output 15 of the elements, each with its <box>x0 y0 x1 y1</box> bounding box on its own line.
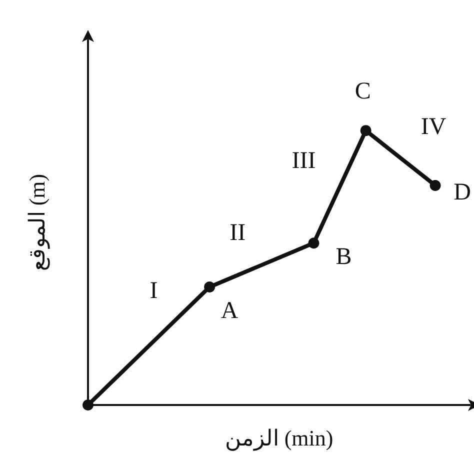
x-axis-title: الزمن (min) <box>224 426 334 452</box>
annotation: B <box>336 244 352 270</box>
point <box>360 125 372 136</box>
annotation: D <box>454 179 471 206</box>
annotation: A <box>220 298 239 324</box>
annotation: IV <box>420 114 447 140</box>
point <box>82 400 94 410</box>
point <box>430 180 441 191</box>
annotation: III <box>292 148 316 174</box>
annotation: II <box>230 220 246 246</box>
point <box>204 281 216 292</box>
annotation: I <box>150 278 158 304</box>
point <box>308 238 320 249</box>
y-axis-title: الموقع (m) <box>24 174 50 272</box>
text: C <box>354 78 371 105</box>
